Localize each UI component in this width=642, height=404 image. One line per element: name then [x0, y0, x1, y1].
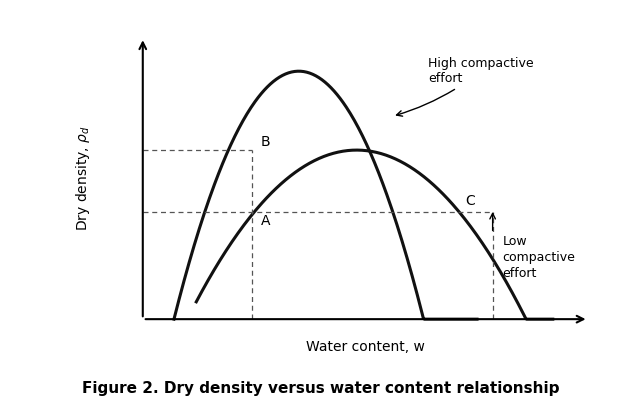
Text: B: B [261, 135, 271, 149]
Text: Water content, w: Water content, w [306, 340, 425, 354]
Text: C: C [465, 194, 475, 208]
Text: A: A [261, 214, 270, 227]
Text: Low
compactive
effort: Low compactive effort [503, 235, 575, 280]
Text: Figure 2. Dry density versus water content relationship: Figure 2. Dry density versus water conte… [82, 381, 560, 396]
Text: Dry density, $\rho_d$: Dry density, $\rho_d$ [74, 125, 92, 231]
Text: High compactive
effort: High compactive effort [397, 57, 534, 116]
